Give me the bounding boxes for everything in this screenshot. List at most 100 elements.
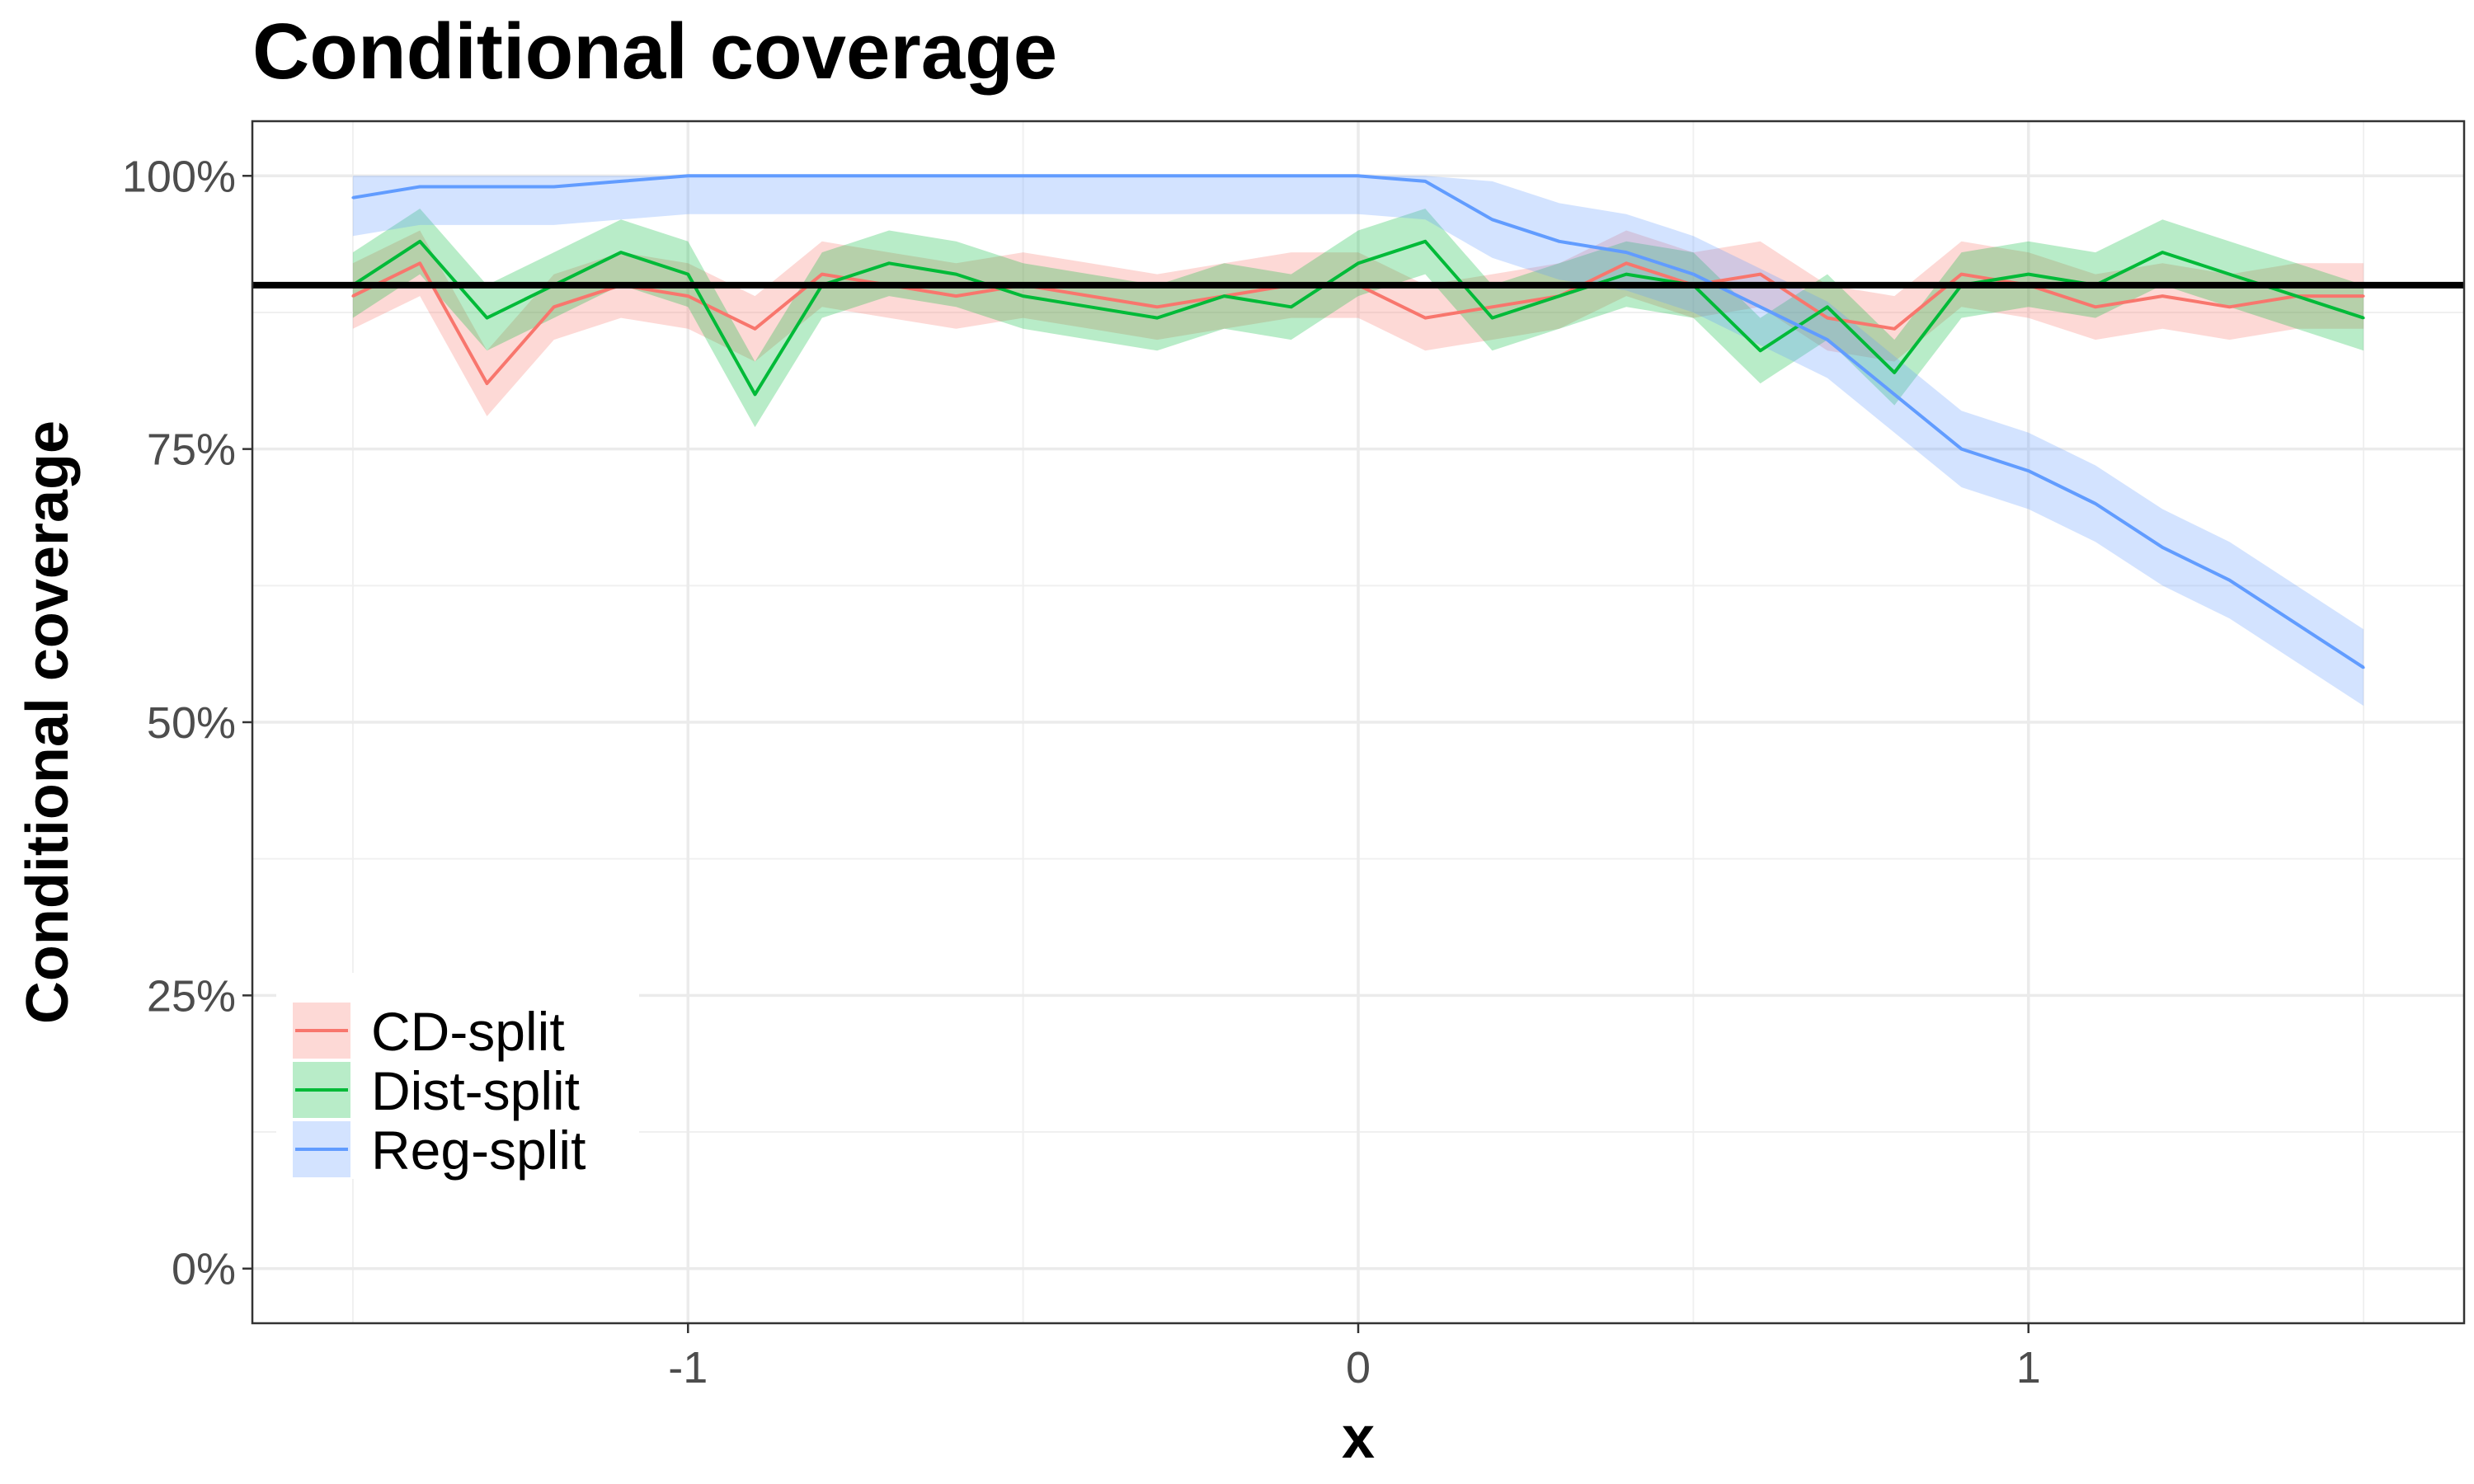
- data-point: [1290, 305, 1293, 308]
- data-point: [485, 382, 488, 385]
- y-axis-title: Conditional coverage: [15, 420, 81, 1024]
- confidence-bands: [352, 176, 2364, 707]
- data-point: [1759, 305, 1762, 308]
- data-point: [821, 273, 824, 276]
- data-point: [2094, 305, 2097, 308]
- data-point: [1155, 317, 1159, 320]
- data-point: [2094, 502, 2097, 505]
- data-point: [1491, 218, 1494, 221]
- legend-label: CD-split: [371, 1001, 565, 1062]
- data-point: [2295, 622, 2298, 626]
- data-point: [2027, 273, 2030, 276]
- data-point: [2228, 273, 2232, 276]
- data-point: [1625, 261, 1628, 265]
- data-point: [2161, 251, 2164, 254]
- data-point: [351, 294, 355, 298]
- data-point: [1423, 180, 1427, 183]
- y-tick-label: 0%: [172, 1245, 236, 1294]
- band-dist-split: [352, 209, 2364, 428]
- data-point: [2228, 579, 2232, 582]
- data-point: [2362, 294, 2365, 298]
- data-point: [1558, 240, 1561, 243]
- data-point: [954, 273, 957, 276]
- x-tick-label: -1: [668, 1343, 708, 1392]
- data-point: [2228, 305, 2232, 308]
- y-tick-label: 100%: [122, 152, 236, 201]
- data-point: [887, 174, 891, 177]
- data-point: [754, 174, 757, 177]
- y-tick-label: 25%: [147, 971, 236, 1021]
- data-point: [1826, 317, 1829, 320]
- data-point: [1691, 273, 1695, 276]
- data-point: [619, 180, 623, 183]
- data-point: [1155, 174, 1159, 177]
- data-point: [1491, 317, 1494, 320]
- data-point: [1022, 174, 1025, 177]
- grid: [252, 121, 2464, 1323]
- data-point: [1893, 392, 1896, 396]
- data-point: [1625, 273, 1628, 276]
- data-point: [485, 317, 488, 320]
- data-point: [418, 186, 421, 189]
- data-point: [1089, 305, 1092, 308]
- data-point: [1222, 294, 1225, 298]
- data-point: [887, 261, 891, 265]
- legend-box: [276, 973, 639, 1179]
- data-point: [1022, 294, 1025, 298]
- data-point: [1290, 174, 1293, 177]
- data-point: [954, 174, 957, 177]
- data-point: [553, 305, 556, 308]
- data-point: [686, 294, 689, 298]
- data-point: [2362, 317, 2365, 320]
- data-point: [954, 294, 957, 298]
- band-reg-split: [352, 176, 2364, 707]
- data-point: [2027, 469, 2030, 472]
- data-point: [1759, 349, 1762, 352]
- data-point: [2161, 294, 2164, 298]
- data-point: [1423, 240, 1427, 243]
- data-point: [351, 196, 355, 200]
- data-point: [1089, 174, 1092, 177]
- y-tick-label: 75%: [147, 425, 236, 475]
- data-point: [821, 174, 824, 177]
- data-point: [1222, 174, 1225, 177]
- x-tick-label: 0: [1346, 1343, 1371, 1392]
- data-point: [1826, 305, 1829, 308]
- data-point: [2161, 546, 2164, 549]
- chart-title: Conditional coverage: [252, 7, 1057, 96]
- axis-ticks: 0% 25% 50% 75% 100% -1 0 1: [122, 152, 2041, 1392]
- data-point: [1491, 305, 1494, 308]
- legend-label: Dist-split: [371, 1060, 580, 1121]
- data-point: [1893, 371, 1896, 374]
- x-axis-title: x: [1342, 1405, 1375, 1471]
- data-point: [553, 186, 556, 189]
- data-point: [619, 251, 623, 254]
- data-point: [485, 186, 488, 189]
- data-point: [1155, 305, 1159, 308]
- band-cd-split: [352, 230, 2364, 416]
- data-point: [418, 240, 421, 243]
- data-point: [1893, 327, 1896, 331]
- data-point: [1357, 261, 1360, 265]
- data-point: [418, 261, 421, 265]
- data-point: [1959, 273, 1963, 276]
- data-point: [686, 273, 689, 276]
- data-point: [2362, 666, 2365, 669]
- data-point: [1759, 273, 1762, 276]
- data-point: [754, 327, 757, 331]
- data-point: [2295, 294, 2298, 298]
- x-tick-label: 1: [2016, 1343, 2041, 1392]
- data-point: [1959, 448, 1963, 451]
- data-point: [686, 174, 689, 177]
- data-point: [1558, 294, 1561, 298]
- data-point: [1625, 251, 1628, 254]
- y-tick-label: 50%: [147, 698, 236, 748]
- data-point: [1826, 338, 1829, 341]
- data-point: [754, 392, 757, 396]
- legend-label: Reg-split: [371, 1120, 586, 1181]
- data-point: [1089, 294, 1092, 298]
- data-point: [1423, 317, 1427, 320]
- data-point: [1357, 174, 1360, 177]
